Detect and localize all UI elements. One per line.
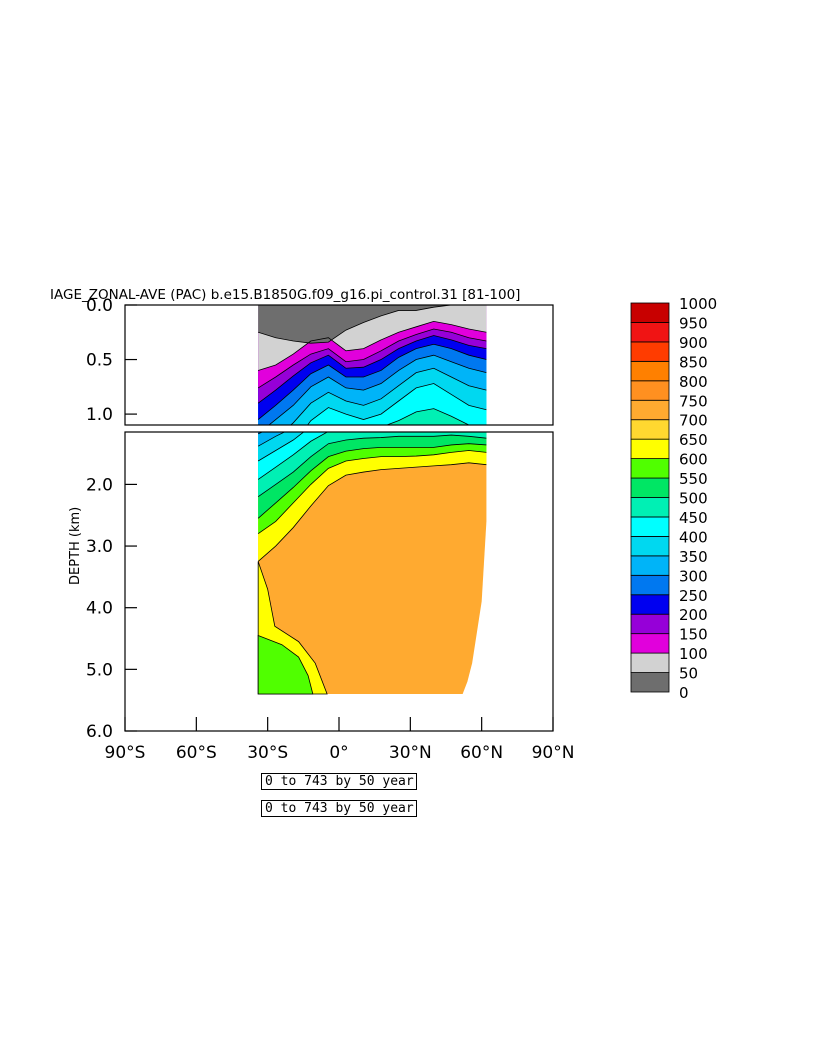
upper-panel-band-50 [258,305,487,344]
colorbar-label: 100 [679,645,708,663]
colorbar-label: 250 [679,587,708,605]
colorbar-swatch-850 [630,341,670,362]
colorbar-label: 950 [679,314,708,332]
lower-panel-y-tick-label: 3.0 [86,537,113,557]
colorbar-swatch-550 [630,458,670,479]
lower-panel-contour-600 [257,450,487,535]
upper-panel-contour-150 [257,328,487,389]
colorbar-swatch-650 [630,419,670,440]
lower-panel-y-tick-label: 2.0 [86,475,113,495]
colorbar-swatch-250 [630,574,670,596]
upper-panel-y-tick-label: 0.0 [86,296,113,316]
upper-panel-contour-200 [257,335,487,404]
colorbar-label: 400 [679,528,708,546]
colorbar-label: 350 [679,548,708,566]
x-tick-label: 90°S [105,743,146,763]
lower-panel-y-tick-label: 5.0 [86,660,113,680]
colorbar-swatch-600 [630,438,670,459]
colorbar-swatch-50 [630,652,670,673]
colorbar-label: 300 [679,567,708,585]
colorbar-swatch-700 [630,399,670,421]
colorbar-swatch-500 [630,477,670,498]
lower-panel-band-500 [258,432,487,497]
y-axis-label: DEPTH (km) [68,507,83,585]
x-tick-label: 30°N [389,743,432,763]
colorbar-swatch-400 [630,516,670,537]
colorbar-label: 800 [679,373,708,391]
colorbar-label: 200 [679,606,708,624]
lower-panel-deep-550 [257,634,314,695]
x-tick-label: 90°N [532,743,575,763]
colorbar-swatch-0 [630,672,670,693]
lower-depth-panel [257,432,487,695]
colorbar-swatch-350 [630,536,670,557]
lower-panel-y-tick-label: 6.0 [86,722,113,742]
upper-depth-panel [257,305,487,425]
colorbar-swatch-300 [630,555,670,576]
colorbar-label: 550 [679,470,708,488]
chart-title: IAGE_ZONAL-AVE (PAC) b.e15.B1850G.f09_g1… [50,287,520,303]
lower-panel-contour-450 [257,432,329,480]
x-tick-label: 60°N [460,743,503,763]
upper-panel-contour-300 [268,354,487,425]
colorbar-label: 50 [679,665,698,683]
colorbar-label: 850 [679,353,708,371]
colorbar-label: 0 [679,684,689,702]
colorbar-swatch-200 [630,594,670,615]
colorbar: 0501001502002503003504004505005506006507… [630,295,717,702]
lower-panel-y-tick-label: 4.0 [86,599,113,619]
period-label-2: 0 to 743 by 50 year [261,800,417,817]
colorbar-label: 600 [679,451,708,469]
x-tick-label: 0° [329,743,348,763]
lower-panel-contour-650 [257,462,487,562]
colorbar-swatch-900 [630,322,670,343]
colorbar-swatch-750 [630,380,670,401]
colorbar-swatch-800 [630,360,670,382]
period-label-1: 0 to 743 by 50 year [261,773,417,790]
lower-panel-contour-400 [257,432,305,462]
colorbar-label: 700 [679,412,708,430]
axes: 90°S 60°S 30°S 0° 30°N 60°N 90°N 0.0 0.5 1.0 2.0 3.… [86,296,574,763]
colorbar-swatch-450 [630,497,670,518]
upper-panel-contour-250 [257,343,487,420]
lower-panel-band-350 [258,432,285,447]
upper-panel-contour-450 [385,408,471,425]
colorbar-label: 150 [679,626,708,644]
colorbar-swatch-150 [630,613,670,635]
upper-panel-frame [124,304,554,426]
lower-panel-contour-500 [257,434,487,498]
lower-panel-contour-550 [257,443,487,519]
upper-panel-y-tick-label: 0.5 [86,351,113,371]
x-tick-label: 60°S [176,743,217,763]
upper-panel-y-tick-label: 1.0 [86,405,113,425]
upper-panel-contour-100 [258,320,487,371]
colorbar-label: 500 [679,490,708,508]
colorbar-swatch-950 [630,302,670,323]
colorbar-label: 750 [679,392,708,410]
colorbar-label: 900 [679,334,708,352]
upper-panel-contour-350 [290,367,487,425]
colorbar-label: 650 [679,431,708,449]
colorbar-swatch-100 [630,633,670,654]
colorbar-label: 1000 [679,295,717,313]
upper-panel-contour-400 [307,383,487,425]
x-tick-label: 30°S [247,743,288,763]
colorbar-label: 450 [679,509,708,527]
